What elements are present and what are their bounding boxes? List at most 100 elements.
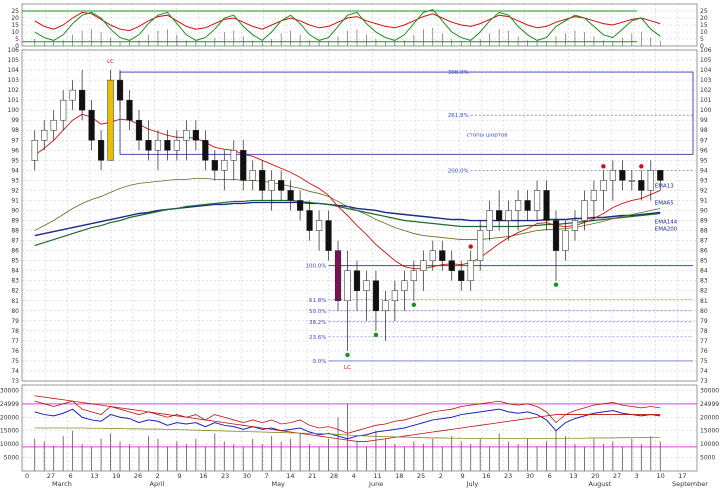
- fib-level-label: 38.2%: [309, 320, 326, 326]
- candle-body: [259, 170, 266, 191]
- price-y-tick-right: 90: [700, 207, 708, 214]
- price-y-tick-left: 74: [11, 368, 19, 375]
- candle-body: [439, 250, 446, 261]
- x-tick-label: 9: [460, 472, 464, 480]
- x-tick-label: 30: [243, 472, 251, 480]
- candle-body: [581, 200, 588, 221]
- price-y-tick-left: 85: [11, 258, 19, 265]
- candle-body: [505, 210, 512, 221]
- swing-marker: [345, 352, 350, 358]
- volume-y-tick-left: 30000: [0, 387, 19, 394]
- price-y-tick-left: 96: [11, 147, 19, 154]
- price-y-tick-left: 89: [11, 218, 19, 225]
- candle-body: [600, 180, 607, 191]
- price-y-tick-left: 86: [11, 248, 19, 255]
- fib-level-label: 0.0%: [313, 359, 327, 365]
- candle-body: [315, 220, 323, 231]
- price-y-tick-left: 95: [11, 157, 19, 164]
- panel-frames: [21, 3, 698, 472]
- candle-body: [410, 270, 417, 281]
- candle-body: [107, 79, 114, 161]
- x-tick-label: 6: [69, 472, 73, 480]
- price-y-tick-right: 92: [700, 187, 708, 194]
- price-y-tick-left: 82: [11, 288, 19, 295]
- x-tick-label: 26: [134, 472, 142, 480]
- price-y-tick-left: 98: [11, 127, 19, 134]
- candle-body: [126, 99, 133, 121]
- candle-body: [477, 230, 484, 261]
- price-y-tick-right: 78: [700, 328, 708, 335]
- volume-y-tick-right: 24999: [700, 401, 719, 408]
- candle-body: [297, 200, 304, 211]
- price-y-tick-right: 102: [700, 87, 712, 94]
- price-y-tick-right: 87: [700, 238, 708, 245]
- x-month-label: March: [52, 480, 72, 488]
- axes: 0 27 6 13 19 26 2 9 16 23 30 7 14 21 28 4 11 18 25 2 9 16 23 30…: [0, 8, 719, 488]
- x-tick-label: 9: [177, 472, 181, 480]
- candle-body: [571, 220, 579, 231]
- price-y-tick-right: 81: [700, 298, 708, 305]
- x-month-label: April: [150, 480, 165, 488]
- price-y-tick-right: 95: [700, 157, 708, 164]
- x-month-label: September: [672, 480, 708, 488]
- candle-body: [230, 150, 237, 161]
- volume-y-tick-left: 15000: [0, 428, 19, 435]
- candle-body: [628, 180, 635, 182]
- candle-body: [524, 200, 531, 211]
- candle-body: [69, 89, 76, 101]
- price-panel: стопы шортов 0.0% 23.6% 38.2% 50.0% 61.8% 100.…: [31, 59, 694, 371]
- price-y-tick-left: 99: [11, 117, 19, 124]
- candle-body: [533, 190, 541, 211]
- osc-y-tick-right: 15: [700, 22, 708, 29]
- candle-body: [221, 160, 228, 171]
- fib-level-label: 61.8%: [309, 298, 326, 304]
- price-y-tick-right: 73: [700, 378, 708, 385]
- candle-body: [325, 220, 332, 251]
- osc-y-tick-right: 25: [700, 8, 708, 15]
- osc-red-line: [34, 11, 661, 32]
- price-y-tick-right: 100: [700, 107, 712, 114]
- stops-channel-box: [119, 71, 694, 155]
- price-y-tick-left: 80: [11, 308, 19, 315]
- candle-body: [353, 270, 361, 291]
- panel-frame: [21, 49, 698, 382]
- price-y-tick-left: 88: [11, 228, 19, 235]
- fib-level-label: 100.0%: [306, 264, 327, 270]
- swing-marker: [373, 332, 379, 338]
- x-tick-label: 16: [482, 472, 490, 480]
- price-y-tick-left: 105: [8, 57, 20, 64]
- annotation-text: стопы шортов: [467, 132, 508, 138]
- volume-y-tick-right: 10000: [700, 441, 719, 448]
- pivot-label: LC: [107, 59, 114, 65]
- price-y-tick-right: 88: [700, 228, 708, 235]
- candle-body: [334, 250, 342, 302]
- candle-body: [543, 190, 550, 221]
- volume-y-tick-right: 15000: [700, 428, 719, 435]
- x-tick-label: 2: [439, 472, 443, 480]
- volume-y-tick-right: 5000: [700, 455, 715, 462]
- price-y-tick-left: 97: [11, 137, 19, 144]
- x-tick-label: 14: [286, 472, 294, 480]
- candle-body: [647, 170, 654, 191]
- osc-y-tick-right: 20: [700, 15, 708, 22]
- price-y-tick-left: 100: [8, 107, 20, 114]
- volume-line: [34, 400, 661, 434]
- price-y-tick-right: 76: [700, 348, 708, 355]
- x-month-label: June: [368, 480, 383, 488]
- volume-y-tick-right: 30000: [700, 387, 719, 394]
- candle-body: [590, 190, 598, 201]
- price-y-tick-right: 75: [700, 358, 708, 365]
- ema-label: EMA65: [655, 200, 674, 206]
- candle-body: [278, 180, 285, 191]
- candle-body: [515, 200, 522, 211]
- x-tick-label: 25: [417, 472, 425, 480]
- volume-line: [34, 395, 661, 442]
- candle-body: [192, 129, 199, 141]
- candle-body: [31, 140, 38, 161]
- candle-body: [60, 99, 67, 121]
- price-y-tick-left: 73: [11, 378, 19, 385]
- candle-body: [363, 280, 370, 291]
- panel-frame: [21, 384, 698, 472]
- price-y-tick-left: 83: [11, 278, 19, 285]
- price-y-tick-left: 104: [8, 67, 20, 74]
